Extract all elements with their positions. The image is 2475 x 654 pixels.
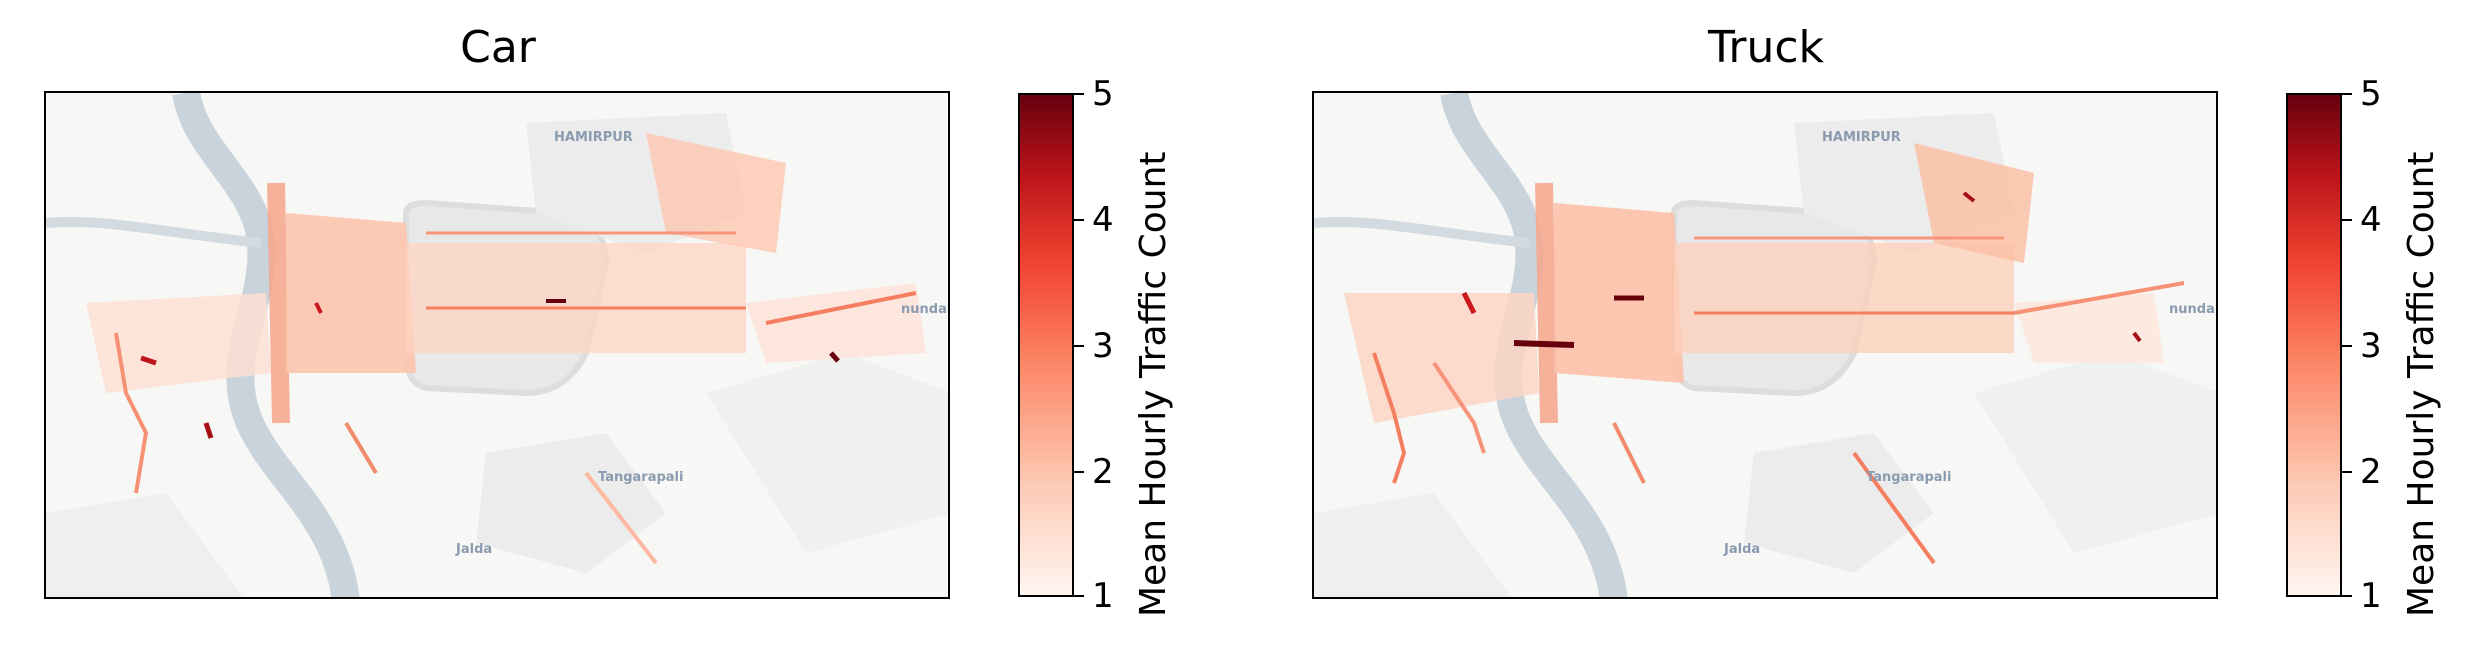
colorbar-tick-label: 5 [1092,74,1114,114]
colorbar-tick [1074,595,1084,597]
place-label: nunda [2169,302,2215,317]
place-label: HAMIRPUR [1822,130,1901,145]
colorbar-tick-label: 1 [1092,576,1114,616]
colorbar-tick-label: 1 [2360,576,2382,616]
green-area [46,493,244,597]
urban-south [476,433,666,573]
place-label: Jalda [455,542,492,557]
colorbar-tick [2342,93,2352,95]
place-label: HAMIRPUR [554,130,633,145]
traffic-network [86,133,926,565]
truck-map[interactable]: HAMIRPUR Tangarapali Jalda nunda [1312,91,2218,599]
place-label: Tangarapali [1866,470,1951,485]
colorbar-tick [1074,219,1084,221]
car-panel: Car [44,22,1174,617]
truck-map-svg: HAMIRPUR Tangarapali Jalda nunda [1314,93,2216,597]
panel-title: Car [460,22,536,73]
car-map-svg: HAMIRPUR Tangarapali Jalda nunda [46,93,948,597]
colorbar-tick-label: 2 [1092,452,1114,492]
truck-panel: Truck [1268,0,2475,654]
colorbar-tick-label: 3 [1092,326,1114,366]
car-colorbar [1018,93,1074,597]
green-area [706,353,948,553]
green-area [1314,493,1512,597]
truck-colorbar [2286,93,2342,597]
colorbar-tick [2342,595,2352,597]
colorbar-tick-label: 2 [2360,452,2382,492]
traffic-network [1344,143,2185,565]
colorbar-tick [1074,471,1084,473]
panel-title: Truck [1707,22,1825,73]
colorbar-label: Mean Hourly Traffic Count [2401,151,2442,617]
river-branch [1314,217,1530,248]
green-area [1974,353,2216,553]
place-label: Tangarapali [598,470,683,485]
car-map[interactable]: HAMIRPUR Tangarapali Jalda nunda [44,91,950,599]
place-label: Jalda [1723,542,1760,557]
colorbar-tick [1074,93,1084,95]
colorbar-tick-label: 3 [2360,326,2382,366]
colorbar-tick [2342,345,2352,347]
colorbar-tick [2342,219,2352,221]
colorbar-tick [1074,345,1084,347]
colorbar-tick-label: 5 [2360,74,2382,114]
colorbar-tick-label: 4 [2360,200,2382,240]
place-label: nunda [901,302,947,317]
urban-south [1744,433,1934,573]
colorbar-label: Mean Hourly Traffic Count [1133,151,1174,617]
colorbar-tick [2342,471,2352,473]
river-branch [46,217,262,248]
colorbar-tick-label: 4 [1092,200,1114,240]
